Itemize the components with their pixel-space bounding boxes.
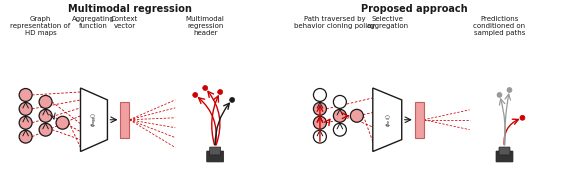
Circle shape xyxy=(230,97,235,102)
Circle shape xyxy=(39,109,52,122)
Circle shape xyxy=(497,93,502,97)
Text: Multimodal
regression
header: Multimodal regression header xyxy=(186,16,224,36)
Text: Aggregating
function: Aggregating function xyxy=(72,16,115,29)
Bar xyxy=(415,102,423,138)
Circle shape xyxy=(202,86,208,91)
Text: $\phi_{\rm agg}()$: $\phi_{\rm agg}()$ xyxy=(90,112,100,127)
Circle shape xyxy=(39,95,52,108)
Text: Graph
representation of
HD maps: Graph representation of HD maps xyxy=(10,16,71,36)
FancyBboxPatch shape xyxy=(496,151,513,162)
Polygon shape xyxy=(373,88,402,151)
Text: Proposed approach: Proposed approach xyxy=(361,4,468,14)
Circle shape xyxy=(313,130,327,143)
Circle shape xyxy=(19,88,32,101)
Text: Path traversed by
behavior cloning policy: Path traversed by behavior cloning polic… xyxy=(294,16,375,29)
Circle shape xyxy=(334,123,346,136)
FancyBboxPatch shape xyxy=(210,147,220,155)
Text: Multimodal regression: Multimodal regression xyxy=(68,4,193,14)
Circle shape xyxy=(507,88,512,93)
Circle shape xyxy=(19,116,32,129)
Circle shape xyxy=(56,116,69,129)
Circle shape xyxy=(334,109,346,122)
FancyBboxPatch shape xyxy=(206,151,224,162)
Circle shape xyxy=(520,115,525,120)
FancyBboxPatch shape xyxy=(499,147,510,155)
Circle shape xyxy=(19,130,32,143)
Circle shape xyxy=(193,93,198,97)
Bar xyxy=(121,102,129,138)
Circle shape xyxy=(39,123,52,136)
Circle shape xyxy=(350,109,363,122)
Circle shape xyxy=(218,90,223,95)
Text: Context
vector: Context vector xyxy=(111,16,138,29)
Text: $\phi_{\rm sel}()$: $\phi_{\rm sel}()$ xyxy=(384,113,393,127)
Circle shape xyxy=(19,102,32,115)
Text: Predictions
conditioned on
sampled paths: Predictions conditioned on sampled paths xyxy=(473,16,525,36)
Circle shape xyxy=(313,102,327,115)
Text: Selective
aggregation: Selective aggregation xyxy=(367,16,409,29)
Circle shape xyxy=(313,116,327,129)
Polygon shape xyxy=(81,88,107,151)
Circle shape xyxy=(334,95,346,108)
Circle shape xyxy=(313,88,327,101)
